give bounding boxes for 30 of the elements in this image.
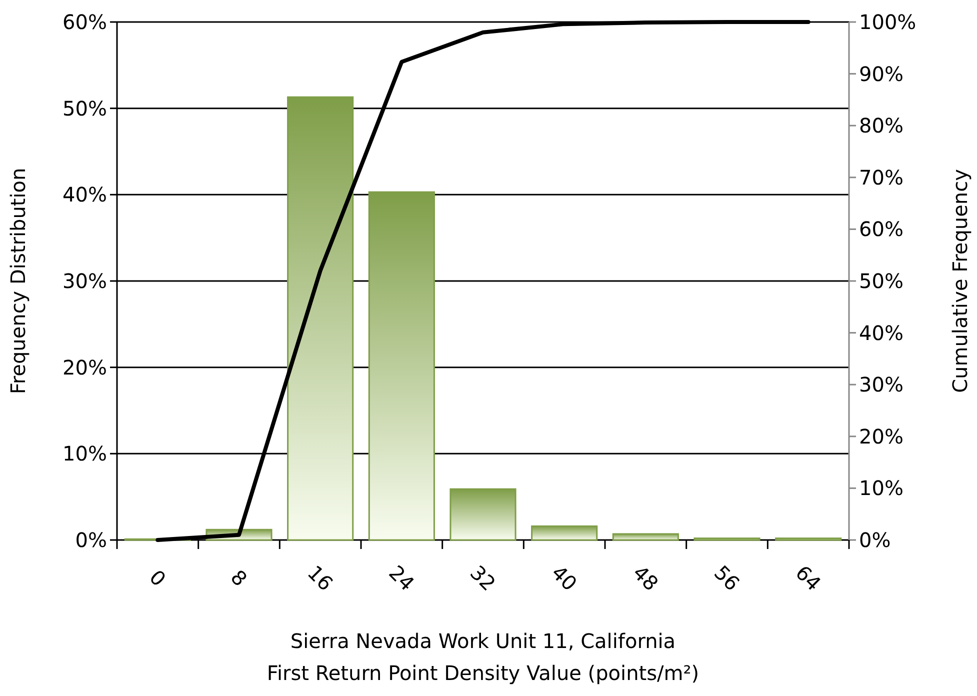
- x-tick-label: 64: [790, 560, 826, 596]
- y2-tick-label: 10%: [859, 476, 904, 500]
- y-tick-label: 20%: [62, 355, 107, 380]
- y-tick-label: 50%: [62, 96, 107, 120]
- y-tick-label: 60%: [62, 10, 107, 34]
- y-axis-title: Frequency Distribution: [6, 168, 30, 394]
- x-tick-label: 40: [546, 560, 582, 596]
- y2-tick-label: 90%: [859, 62, 904, 86]
- x-tick-label: 48: [628, 560, 664, 596]
- y-tick-label: 40%: [62, 182, 107, 207]
- x-tick-label: 56: [710, 560, 744, 596]
- x-tick-label: 32: [466, 560, 500, 596]
- x-tick-label: 24: [384, 560, 420, 596]
- y2-axis-title: Cumulative Frequency: [948, 168, 972, 393]
- y2-tick-label: 60%: [859, 217, 904, 242]
- y2-tick-label: 70%: [859, 165, 904, 190]
- y2-tick-label: 30%: [859, 372, 904, 397]
- y2-tick-label: 40%: [859, 320, 904, 345]
- y-tick-label: 30%: [62, 269, 107, 293]
- x-tick-label: 0: [144, 565, 171, 591]
- x-axis-title: Sierra Nevada Work Unit 11, California First Return Point Density Value (points/m²): [266, 629, 700, 685]
- y-tick-label: 0%: [75, 528, 107, 552]
- x-tick-label: 8: [226, 565, 252, 591]
- y2-tick-label: 100%: [859, 10, 916, 34]
- y2-tick-label: 80%: [859, 114, 904, 138]
- y2-tick-label: 50%: [859, 269, 904, 293]
- y2-tick-label: 20%: [859, 424, 904, 448]
- x-tick-label: 16: [302, 560, 338, 596]
- y2-tick-label: 0%: [859, 528, 891, 552]
- y-tick-label: 10%: [62, 442, 107, 466]
